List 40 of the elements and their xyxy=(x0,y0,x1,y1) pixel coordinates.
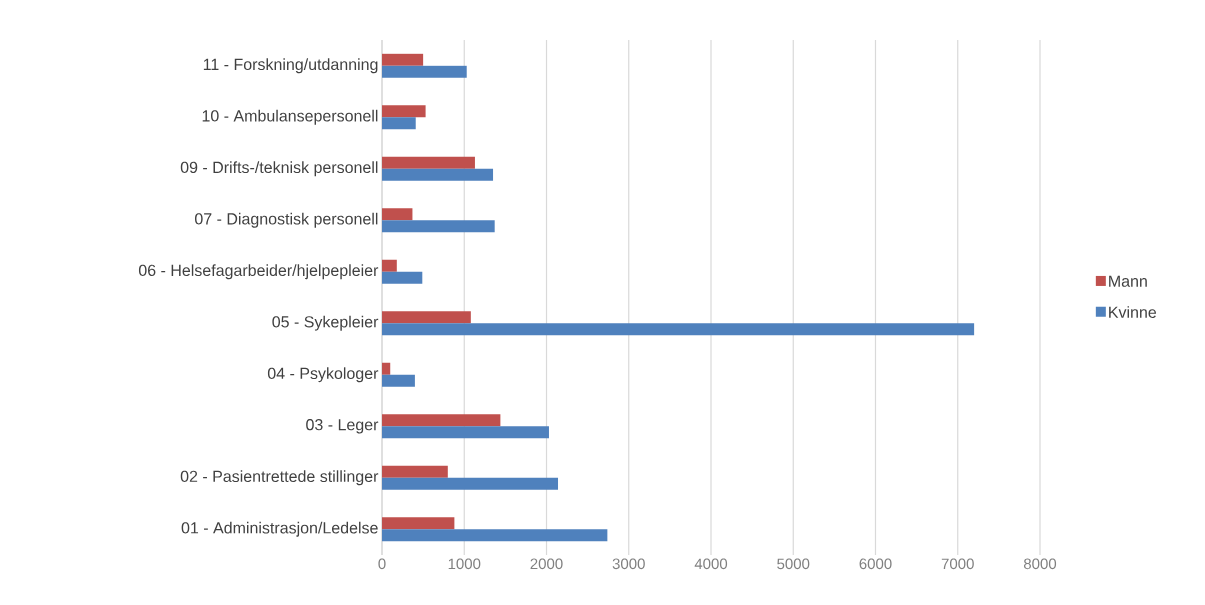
y-tick-label: 07 - Diagnostisk personell xyxy=(195,212,378,228)
x-tick-label: 0 xyxy=(378,558,386,570)
y-tick-label: 05 - Sykepleier xyxy=(272,315,379,331)
bar xyxy=(382,156,475,169)
bar xyxy=(382,477,559,490)
bar xyxy=(382,168,494,181)
y-tick-label: 11 - Forskning/utdanning xyxy=(203,58,378,74)
bar xyxy=(382,259,397,272)
y-tick-label: 09 - Drifts-/teknisk personell xyxy=(180,161,378,177)
bar xyxy=(382,271,423,284)
bar xyxy=(382,465,448,478)
x-tick-label: 1000 xyxy=(448,558,481,570)
bar xyxy=(382,65,467,78)
y-tick-label: 03 - Leger xyxy=(306,419,379,434)
x-tick-label: 4000 xyxy=(694,558,728,570)
bar xyxy=(382,311,471,324)
x-tick-label: 5000 xyxy=(777,558,810,570)
x-tick-label: 7000 xyxy=(941,558,974,570)
y-tick-label: 01 - Administrasjon/Ledelse xyxy=(181,521,378,537)
bar xyxy=(382,517,455,530)
legend-label: Mann xyxy=(1109,275,1147,287)
x-tick-label: 8000 xyxy=(1023,558,1057,570)
bar xyxy=(382,220,495,233)
x-tick-label: 6000 xyxy=(859,558,892,570)
y-tick-label: 04 - Psykologer xyxy=(267,367,379,383)
bar xyxy=(382,323,975,336)
bar xyxy=(382,414,501,427)
x-tick-label: 2000 xyxy=(530,558,563,570)
bar xyxy=(382,426,549,439)
bar xyxy=(382,529,608,542)
bar xyxy=(382,53,424,66)
legend-label: Kvinne xyxy=(1109,306,1157,318)
bar xyxy=(382,105,426,118)
bar xyxy=(382,208,413,221)
bar xyxy=(382,374,415,387)
y-tick-label: 10 - Ambulansepersonell xyxy=(202,109,378,125)
x-tick-label: 3000 xyxy=(612,558,645,570)
bar xyxy=(382,117,416,130)
y-tick-label: 02 - Pasientrettede stillinger xyxy=(180,470,379,486)
y-tick-label: 06 - Helsefagarbeider/hjelpepleier xyxy=(138,264,379,280)
